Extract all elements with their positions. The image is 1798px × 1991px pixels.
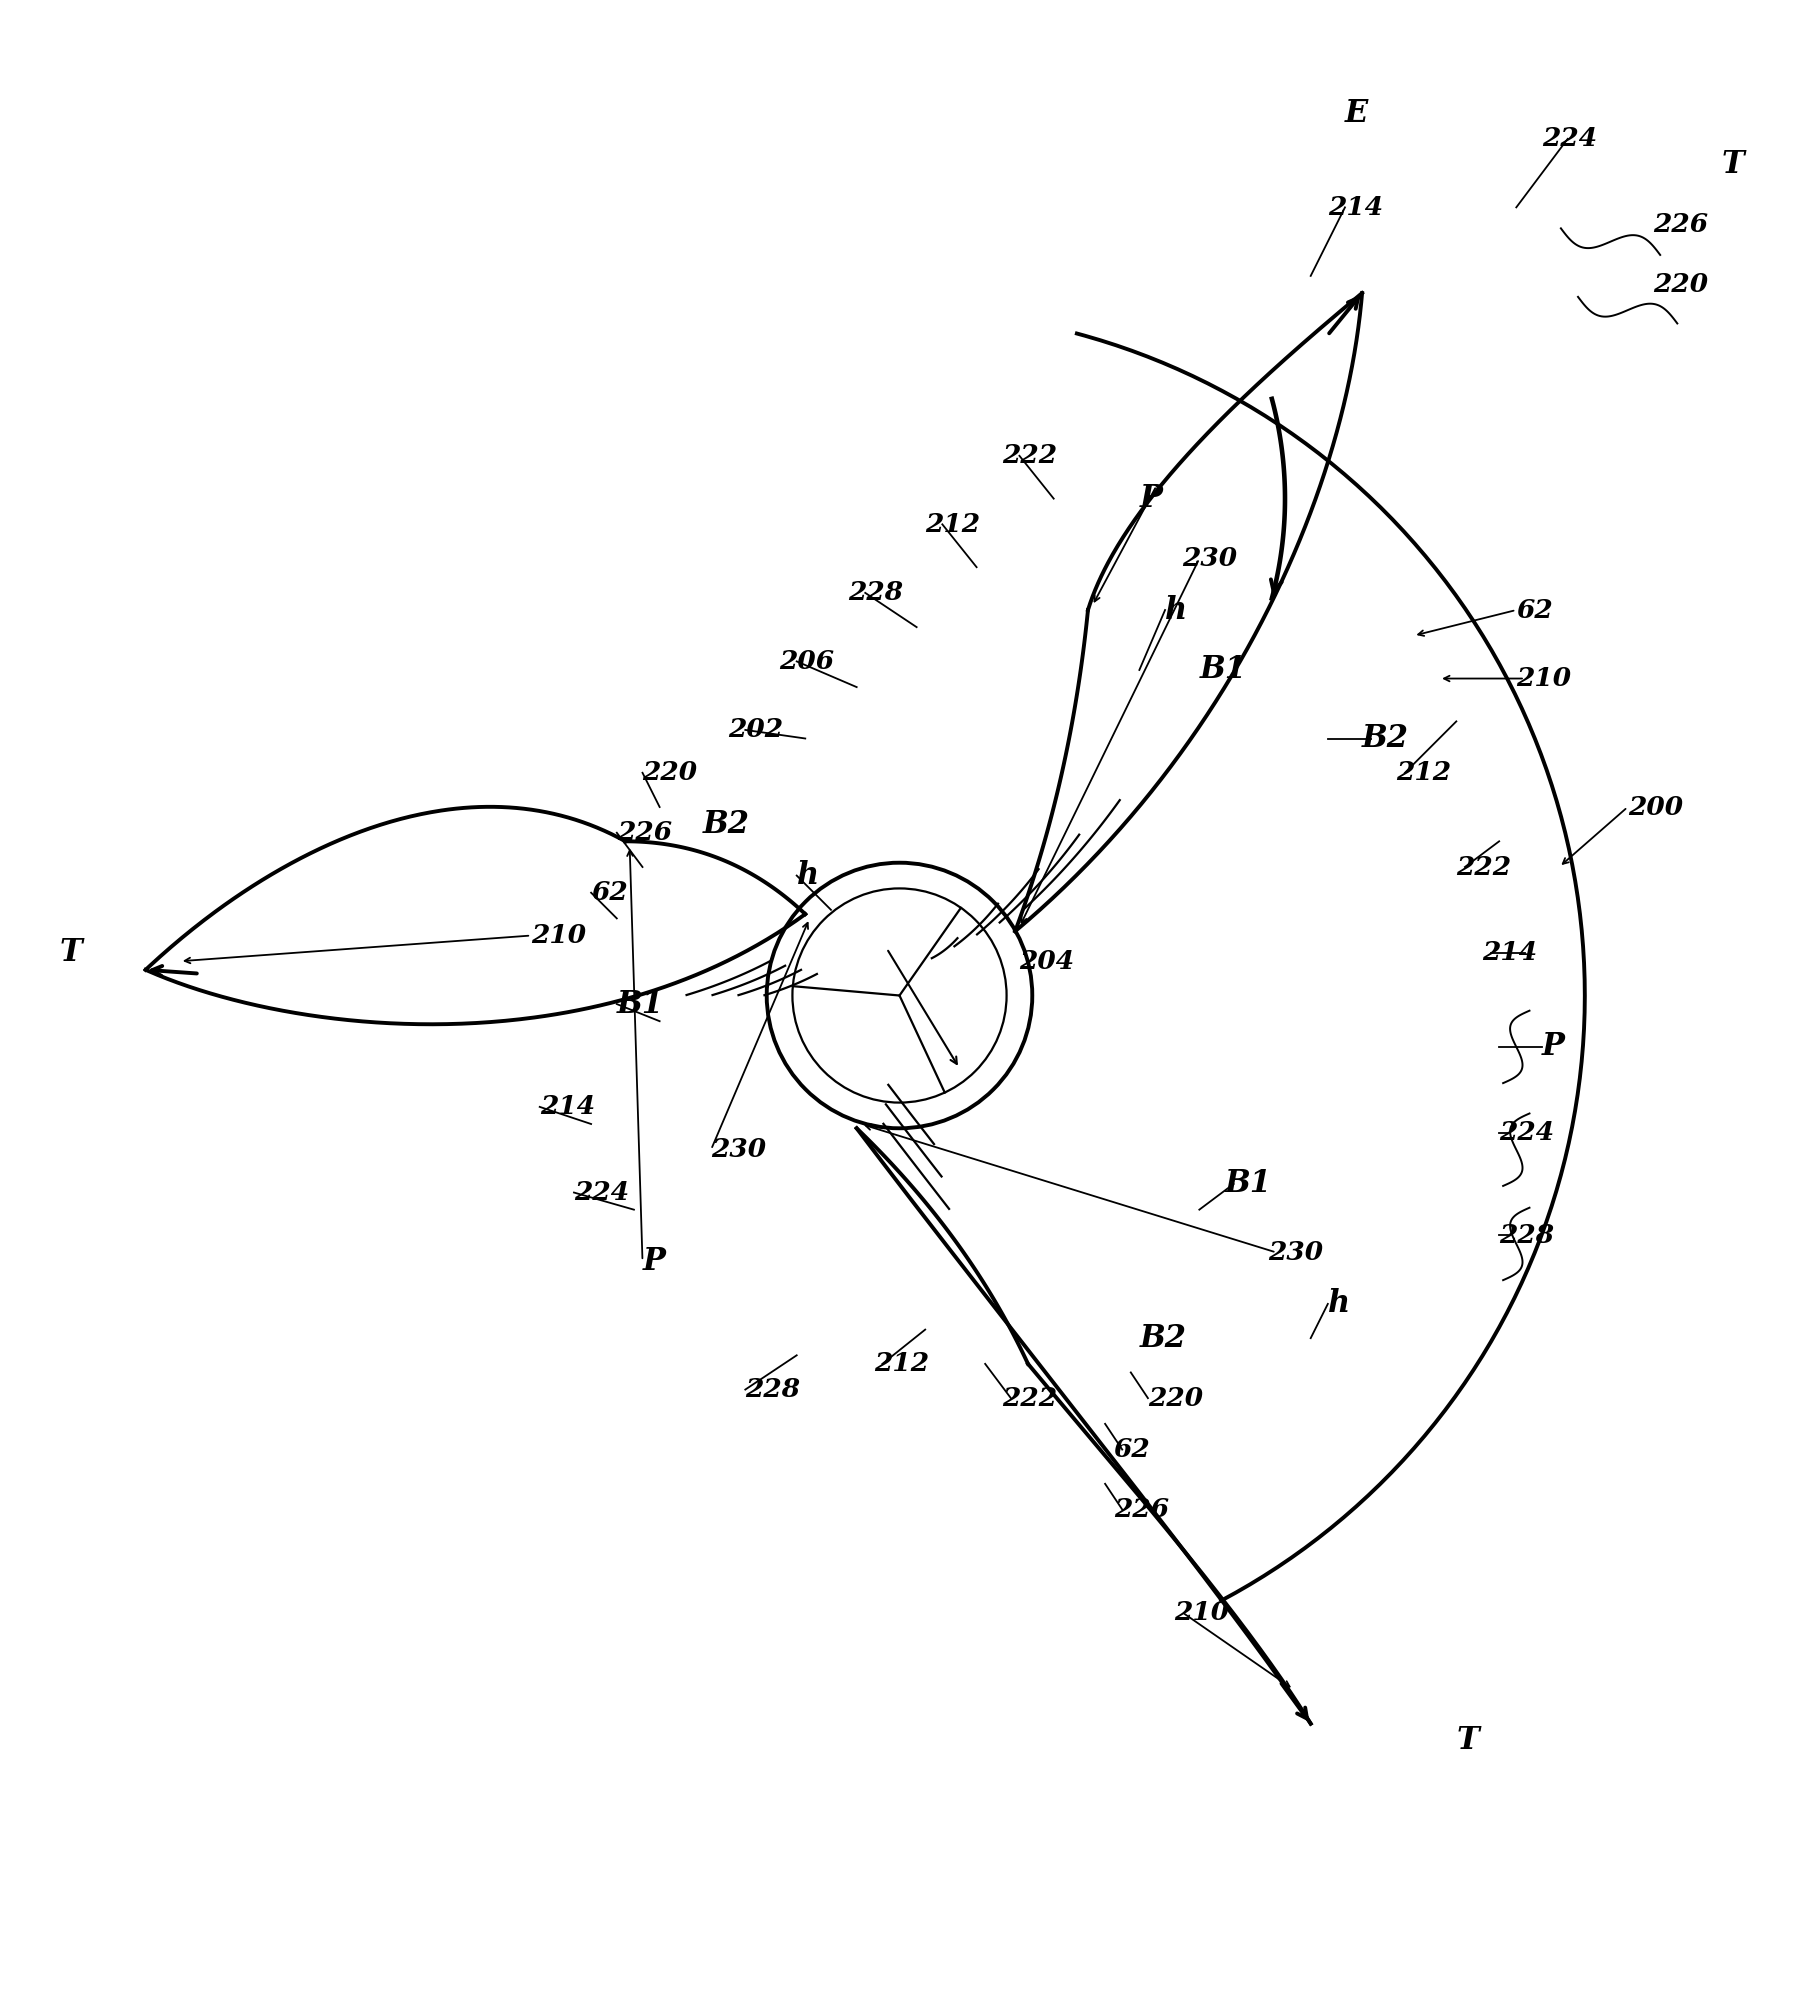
Text: T: T [1721, 149, 1744, 179]
Text: 210: 210 [530, 924, 586, 948]
Text: 220: 220 [1652, 273, 1708, 297]
Text: B2: B2 [1361, 723, 1408, 755]
Text: 62: 62 [592, 880, 628, 906]
Text: 230: 230 [1268, 1240, 1322, 1264]
Text: 224: 224 [1498, 1121, 1553, 1145]
Text: T: T [1456, 1726, 1478, 1756]
Text: h: h [1165, 595, 1187, 625]
Text: B1: B1 [1199, 655, 1246, 685]
Text: 214: 214 [1327, 195, 1383, 219]
Text: 222: 222 [1456, 854, 1510, 880]
Text: P: P [1138, 484, 1162, 514]
Text: 222: 222 [1001, 1386, 1057, 1412]
Text: 62: 62 [1516, 597, 1552, 623]
Text: E: E [1345, 98, 1368, 129]
Text: 230: 230 [1181, 546, 1237, 571]
Text: 224: 224 [574, 1181, 629, 1205]
Text: 214: 214 [1482, 940, 1535, 966]
Text: B2: B2 [1138, 1322, 1185, 1354]
Text: 226: 226 [1652, 211, 1708, 237]
Text: 226: 226 [1113, 1497, 1169, 1521]
Text: 202: 202 [728, 717, 782, 743]
Text: B1: B1 [1224, 1169, 1271, 1199]
Text: 210: 210 [1172, 1601, 1228, 1625]
Text: 220: 220 [1147, 1386, 1203, 1412]
Text: P: P [642, 1246, 665, 1276]
Text: 228: 228 [847, 579, 903, 605]
Text: B1: B1 [617, 990, 663, 1019]
Text: 226: 226 [617, 820, 671, 846]
Text: 62: 62 [1113, 1438, 1149, 1461]
Text: 214: 214 [539, 1095, 595, 1119]
Text: h: h [1327, 1288, 1348, 1320]
Text: 212: 212 [874, 1352, 928, 1376]
Text: 212: 212 [924, 512, 980, 538]
Text: P: P [1541, 1031, 1564, 1063]
Text: B2: B2 [701, 808, 750, 840]
Text: 228: 228 [744, 1378, 800, 1402]
Text: h: h [797, 860, 818, 892]
Text: 222: 222 [1001, 444, 1057, 468]
Text: 206: 206 [779, 649, 834, 673]
Text: T: T [59, 938, 83, 968]
Text: 228: 228 [1498, 1222, 1553, 1248]
Text: 204: 204 [1019, 950, 1073, 974]
Text: 210: 210 [1516, 667, 1570, 691]
Text: 200: 200 [1627, 794, 1681, 820]
Text: 220: 220 [642, 761, 698, 784]
Text: 230: 230 [710, 1137, 766, 1163]
Text: 212: 212 [1395, 761, 1451, 784]
Text: 224: 224 [1541, 125, 1597, 151]
